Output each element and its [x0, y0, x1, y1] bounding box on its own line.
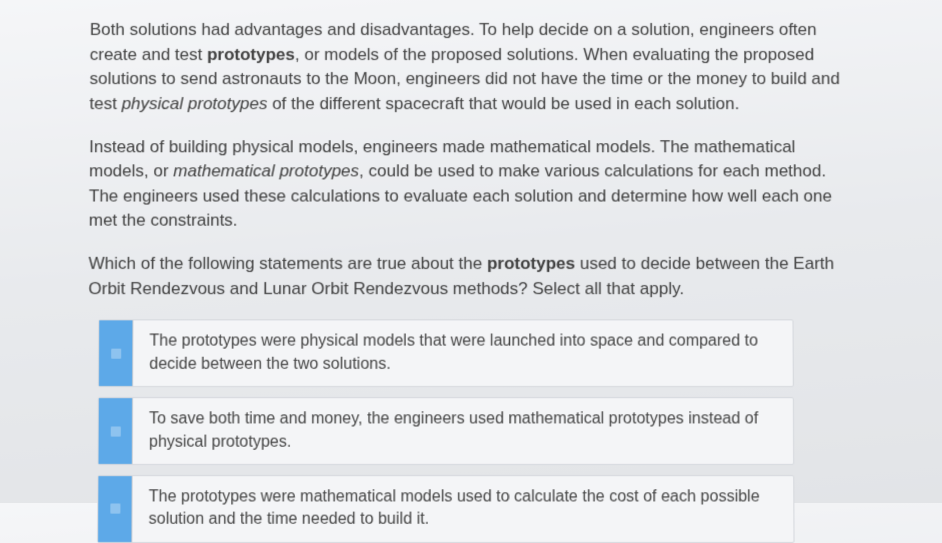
- option-1-text: The prototypes were physical models that…: [133, 321, 793, 386]
- option-3-text: The prototypes were mathematical models …: [132, 476, 793, 542]
- option-3[interactable]: The prototypes were mathematical models …: [97, 475, 794, 543]
- option-1[interactable]: The prototypes were physical models that…: [98, 320, 794, 387]
- bold-prototypes: prototypes: [207, 45, 295, 64]
- checkbox-icon[interactable]: [99, 398, 134, 464]
- checkbox-mark: [111, 348, 121, 358]
- intro-paragraph-1: Both solutions had advantages and disadv…: [89, 18, 852, 117]
- checkbox-icon[interactable]: [98, 476, 133, 542]
- option-2[interactable]: To save both time and money, the enginee…: [97, 397, 794, 465]
- option-2-text: To save both time and money, the enginee…: [133, 398, 793, 464]
- checkbox-mark: [110, 504, 120, 514]
- text-fragment: Which of the following statements are tr…: [88, 254, 486, 273]
- checkbox-icon[interactable]: [99, 321, 134, 386]
- question-text: Which of the following statements are tr…: [88, 252, 853, 302]
- intro-paragraph-2: Instead of building physical models, eng…: [89, 135, 854, 234]
- options-list: The prototypes were physical models that…: [87, 320, 855, 543]
- italic-mathematical-prototypes: mathematical prototypes: [173, 162, 359, 181]
- bold-prototypes-q: prototypes: [487, 254, 575, 273]
- text-fragment: of the different spacecraft that would b…: [267, 94, 739, 113]
- italic-physical-prototypes: physical prototypes: [122, 94, 268, 113]
- checkbox-mark: [110, 426, 120, 436]
